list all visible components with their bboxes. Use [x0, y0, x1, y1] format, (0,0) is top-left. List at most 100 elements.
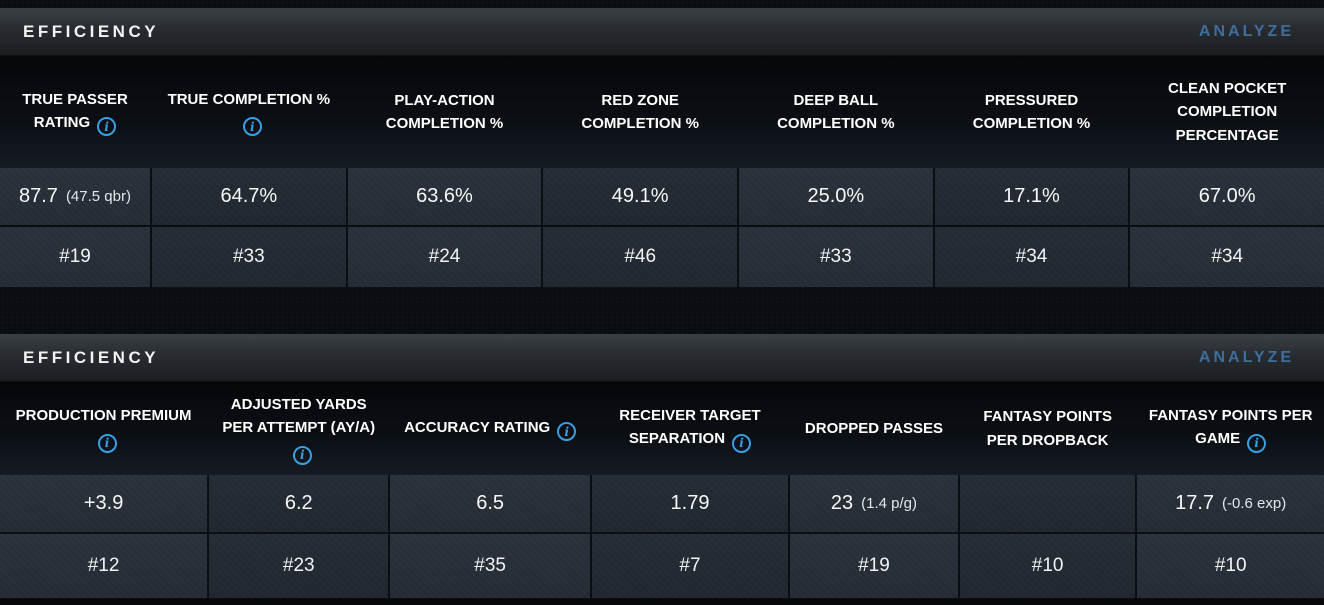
panel-title: EFFICIENCY: [23, 21, 160, 41]
stat-value-cell: 63.6%: [347, 168, 542, 225]
stat-value: 17.7: [1175, 492, 1215, 514]
panel-gap: [0, 287, 1324, 334]
stat-value: 25.0%: [807, 185, 865, 207]
analyze-link[interactable]: ANALYZE: [1198, 348, 1294, 366]
stat-rank-cell: #33: [739, 227, 933, 287]
stat-value-cell: [959, 475, 1136, 532]
stat-header: ACCURACY RATING i: [390, 382, 590, 475]
stat-header: PLAY-ACTION COMPLETION %: [348, 56, 542, 168]
stat-label: ACCURACY RATING: [404, 418, 551, 436]
stat-label: TRUE PASSER RATING: [22, 90, 128, 131]
stat-rank: #24: [428, 246, 461, 267]
stat-value-row: +3.9 6.2 6.5 1.79 23 (1.4 p/g) 17.7 (-0.6 exp): [0, 475, 1324, 532]
stat-value-note: (1.4 p/g): [861, 495, 918, 512]
stat-header: DROPPED PASSES: [790, 382, 958, 475]
panel-title: EFFICIENCY: [23, 347, 160, 367]
stat-header: TRUE PASSER RATING i: [0, 56, 150, 168]
stat-rank: #10: [1031, 555, 1064, 576]
stat-label: RED ZONE COMPLETION %: [581, 91, 699, 132]
stat-header: RED ZONE COMPLETION %: [543, 56, 737, 168]
stat-header: CLEAN POCKET COMPLETION PERCENTAGE: [1130, 56, 1324, 168]
stat-rank-cell: #10: [959, 534, 1136, 598]
stat-value: 6.2: [284, 492, 313, 514]
stat-label: DROPPED PASSES: [804, 419, 943, 437]
info-icon[interactable]: i: [242, 117, 262, 137]
stat-rank: #34: [1015, 246, 1048, 267]
stat-value: 6.5: [476, 492, 505, 514]
stat-rank-cell: #34: [934, 227, 1129, 287]
stat-header: RECEIVER TARGET SEPARATION i: [592, 382, 788, 475]
stat-label: PLAY-ACTION COMPLETION %: [385, 91, 504, 132]
stat-rank-cell: #23: [209, 534, 389, 598]
stat-value-note: (47.5 qbr): [65, 188, 131, 205]
stat-rank-cell: #33: [152, 227, 346, 287]
stat-rank: #23: [282, 555, 315, 576]
analyze-link[interactable]: ANALYZE: [1198, 22, 1294, 40]
efficiency-panel-1: EFFICIENCY ANALYZE TRUE PASSER RATING i TR…: [0, 8, 1324, 287]
efficiency-panel-2: EFFICIENCY ANALYZE PRODUCTION PREMIUMi AD…: [0, 334, 1324, 598]
stat-rank: #33: [232, 246, 265, 267]
stat-value-cell: 25.0%: [739, 168, 933, 225]
stat-value-cell: 1.79: [592, 475, 788, 532]
stat-header: FANTASY POINTS PER GAME i: [1137, 382, 1324, 475]
stat-rank-row: #12 #23 #35 #7 #19 #10 #10: [0, 534, 1324, 598]
stat-header: DEEP BALL COMPLETION %: [739, 56, 933, 168]
panel-header: EFFICIENCY ANALYZE: [0, 334, 1324, 382]
stat-value: +3.9: [83, 492, 124, 514]
stat-header: FANTASY POINTS PER DROPBACK: [960, 382, 1135, 475]
stat-label: PRESSURED COMPLETION %: [972, 91, 1091, 132]
stat-label: DEEP BALL COMPLETION %: [777, 91, 895, 132]
stat-value-cell: 87.7 (47.5 qbr): [0, 168, 150, 225]
stat-value: 64.7%: [220, 185, 278, 207]
stat-value-cell: 17.1%: [934, 168, 1129, 225]
info-icon[interactable]: i: [1247, 433, 1267, 453]
stat-header: PRESSURED COMPLETION %: [935, 56, 1129, 168]
stat-rank: #12: [87, 555, 120, 576]
stat-header-row: TRUE PASSER RATING i TRUE COMPLETION %i PLA…: [0, 56, 1324, 168]
stat-value: 23: [830, 492, 854, 514]
stat-rank: #10: [1214, 555, 1247, 576]
stat-value: 49.1%: [611, 185, 669, 207]
stat-rank: #19: [59, 246, 91, 267]
stat-value: 17.1%: [1003, 185, 1060, 207]
stat-value: 63.6%: [416, 185, 473, 207]
stat-value: 1.79: [670, 492, 710, 514]
stat-value-cell: 6.5: [390, 475, 590, 532]
stat-value-note: (-0.6 exp): [1222, 495, 1287, 512]
info-icon[interactable]: i: [732, 433, 752, 453]
stat-rank-cell: #46: [543, 227, 737, 287]
info-icon[interactable]: i: [97, 117, 117, 137]
stat-header: PRODUCTION PREMIUM i: [0, 382, 207, 475]
stat-rank-cell: #35: [390, 534, 590, 598]
stat-value-cell: 6.2: [209, 475, 389, 532]
info-icon[interactable]: i: [97, 433, 117, 453]
stat-label: FANTASY POINTS PER GAME: [1148, 407, 1313, 448]
stat-label: PRODUCTION PREMIUM: [15, 407, 192, 425]
stat-label: CLEAN POCKET COMPLETION PERCENTAGE: [1167, 80, 1287, 144]
info-icon[interactable]: i: [292, 445, 312, 465]
stat-rank-cell: #24: [347, 227, 542, 287]
stat-label: RECEIVER TARGET SEPARATION: [619, 407, 761, 448]
stat-rank-row: #19 #33 #24 #46 #33 #34 #34: [0, 227, 1324, 287]
stat-value-cell: 23 (1.4 p/g): [789, 475, 958, 532]
stat-header-row: PRODUCTION PREMIUMi ADJUSTED YARDS PER AT…: [0, 382, 1324, 475]
stat-header: TRUE COMPLETION % i: [152, 56, 346, 168]
panel-header: EFFICIENCY ANALYZE: [0, 8, 1324, 56]
stat-header: ADJUSTED YARDS PER ATTEMPT (AY/A) i: [209, 382, 388, 475]
stat-value: 67.0%: [1198, 185, 1256, 207]
info-icon[interactable]: i: [557, 422, 577, 442]
stat-rank: #34: [1211, 246, 1244, 267]
stat-rank: #35: [474, 555, 506, 576]
stat-rank-cell: #7: [592, 534, 788, 598]
stat-label: FANTASY POINTS PER DROPBACK: [983, 408, 1112, 449]
stat-rank-cell: #34: [1130, 227, 1324, 287]
stat-rank-cell: #10: [1137, 534, 1324, 598]
stat-rank: #33: [819, 246, 852, 267]
stat-value: 87.7: [19, 185, 58, 207]
stat-rank: #7: [679, 555, 701, 576]
stat-rank: #19: [858, 555, 890, 576]
stat-value-cell: 67.0%: [1130, 168, 1324, 225]
stat-label: ADJUSTED YARDS PER ATTEMPT (AY/A): [222, 395, 376, 436]
stat-rank: #46: [624, 246, 657, 267]
stat-rank-cell: #12: [0, 534, 208, 598]
